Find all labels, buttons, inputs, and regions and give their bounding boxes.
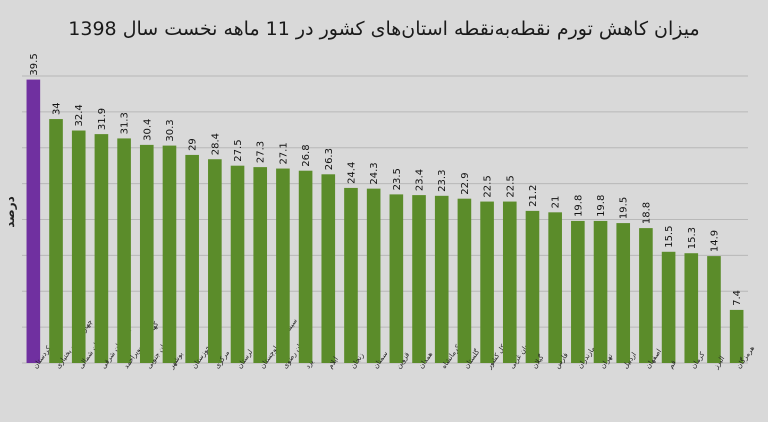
data-label: 19.5 xyxy=(619,197,630,219)
data-label: 31.9 xyxy=(97,108,108,130)
bar xyxy=(457,198,472,363)
data-label: 27.3 xyxy=(256,141,267,163)
data-label: 15.5 xyxy=(664,226,675,248)
data-label: 28.4 xyxy=(210,133,221,155)
data-label: 7.4 xyxy=(732,290,743,306)
data-label: 31.3 xyxy=(120,112,131,134)
bar xyxy=(117,138,131,363)
data-label: 19.8 xyxy=(573,195,584,217)
data-label: 27.1 xyxy=(278,142,289,164)
data-label: 34 xyxy=(52,102,63,115)
bar xyxy=(389,194,404,363)
data-label: 29 xyxy=(188,138,199,151)
data-label: 23.5 xyxy=(392,168,403,190)
bar xyxy=(525,210,540,363)
bar xyxy=(139,144,154,363)
bar xyxy=(208,159,222,363)
bar xyxy=(71,130,86,363)
bar xyxy=(276,168,290,363)
bar xyxy=(412,195,426,363)
bar xyxy=(434,195,449,363)
bar xyxy=(661,251,676,363)
data-label: 24.3 xyxy=(369,162,380,184)
bar xyxy=(344,187,358,363)
bar xyxy=(366,188,381,363)
data-label: 30.4 xyxy=(142,119,153,141)
chart-title: میزان کاهش تورم نقطه‌به‌نقطه استان‌های ک… xyxy=(68,18,700,40)
bar xyxy=(26,79,41,364)
bar xyxy=(49,119,63,363)
data-label: 39.5 xyxy=(29,53,40,75)
bar xyxy=(616,223,631,363)
data-label: 26.8 xyxy=(301,144,312,166)
data-label: 21.2 xyxy=(528,185,539,207)
bar xyxy=(185,154,199,363)
data-label: 14.9 xyxy=(709,230,720,252)
data-label: 18.8 xyxy=(641,202,652,224)
bar xyxy=(571,220,585,363)
data-label: 21 xyxy=(551,196,562,209)
data-label: 23.3 xyxy=(437,170,448,192)
bar xyxy=(480,201,494,363)
bar xyxy=(253,167,268,363)
data-label: 27.5 xyxy=(233,139,244,161)
data-label: 24.4 xyxy=(346,162,357,184)
bar xyxy=(162,145,177,363)
bar xyxy=(502,201,517,363)
data-label: 23.4 xyxy=(415,169,426,191)
data-label: 22.5 xyxy=(505,175,516,197)
data-label: 30.3 xyxy=(165,119,176,141)
data-label: 15.3 xyxy=(687,227,698,249)
category-tick-label: قم xyxy=(667,359,678,370)
bar xyxy=(548,212,562,363)
bar xyxy=(729,309,744,363)
bar xyxy=(230,165,245,363)
bar xyxy=(94,134,109,363)
data-label: 22.9 xyxy=(460,172,471,194)
bar xyxy=(707,256,721,363)
data-label: 19.8 xyxy=(596,195,607,217)
category-tick-label: یزد xyxy=(304,358,316,370)
data-label: 22.5 xyxy=(483,175,494,197)
bar xyxy=(639,228,653,363)
bar xyxy=(298,170,313,363)
bar xyxy=(684,253,699,363)
bar xyxy=(321,174,336,363)
bar xyxy=(593,220,608,363)
data-label: 32.4 xyxy=(74,104,85,126)
data-label: 26.3 xyxy=(324,148,335,170)
